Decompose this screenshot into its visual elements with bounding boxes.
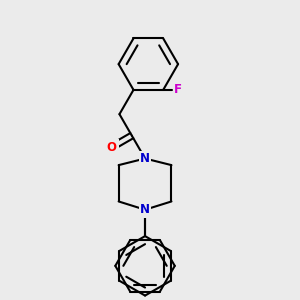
Text: F: F (174, 83, 182, 96)
Text: O: O (107, 141, 117, 154)
Text: N: N (140, 152, 150, 165)
Text: N: N (140, 203, 150, 216)
